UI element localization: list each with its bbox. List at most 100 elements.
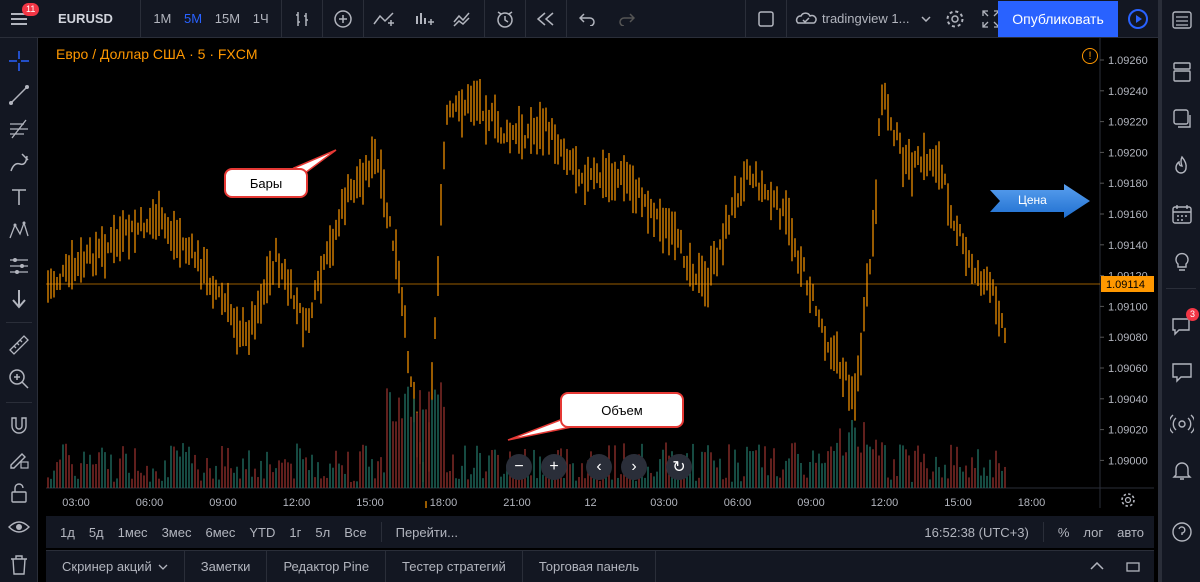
square-icon [758, 10, 774, 27]
chats-button[interactable]: 3 [1168, 308, 1200, 340]
data-window-button[interactable] [1168, 58, 1196, 86]
time-tick-label: 06:00 [724, 497, 752, 508]
play-button[interactable] [1120, 1, 1156, 37]
ideas-button[interactable] [1168, 246, 1196, 274]
interval-5m[interactable]: 5М [184, 11, 203, 26]
chat-icon [1172, 318, 1190, 336]
draw-mode-tool[interactable] [6, 446, 32, 472]
range-1y[interactable]: 1г [289, 524, 302, 540]
price-tick-label: 1.09200 [1108, 147, 1148, 159]
auto-scale-toggle[interactable]: авто [1117, 524, 1144, 540]
range-1m[interactable]: 1мес [117, 524, 148, 540]
tab-trading-panel[interactable]: Торговая панель [523, 550, 657, 582]
tab-screener[interactable]: Скринер акций [46, 550, 185, 582]
chart-legend: Евро / Доллар США · 5 · FXCM [56, 46, 258, 62]
crosshair-tool[interactable] [6, 48, 32, 74]
lock-tool[interactable] [6, 480, 32, 506]
tab-pine-editor[interactable]: Редактор Pine [267, 550, 387, 582]
log-scale-toggle[interactable]: лог [1083, 524, 1104, 540]
scroll-right-button[interactable]: › [621, 454, 647, 480]
financials-button[interactable] [404, 0, 444, 38]
callout-volume: Объем [560, 392, 684, 428]
object-tree-button[interactable] [1168, 104, 1196, 132]
chart-settings-icon[interactable] [1120, 492, 1136, 511]
warning-icon[interactable]: ! [1082, 48, 1098, 64]
alarm-clock-icon [497, 10, 513, 28]
text-icon [12, 189, 26, 205]
trendline-tool[interactable] [6, 82, 32, 108]
interval-15m[interactable]: 15М [214, 11, 241, 26]
chevron-down-icon [921, 15, 931, 22]
zoom-in-button[interactable]: + [541, 454, 567, 480]
prediction-tool[interactable] [6, 252, 32, 278]
layout-toggle-button[interactable] [746, 0, 786, 38]
zoom-out-button[interactable]: − [506, 454, 532, 480]
price-tick-label: 1.09020 [1108, 425, 1148, 437]
range-3m[interactable]: 3мес [161, 524, 192, 540]
delete-tool[interactable] [6, 552, 32, 578]
interval-1m[interactable]: 1М [153, 11, 172, 26]
maximize-panel-icon[interactable] [1126, 561, 1140, 572]
time-tick-label: 18:00 [430, 497, 458, 508]
templates-icon [453, 12, 470, 27]
chart-type-button[interactable] [282, 0, 322, 38]
help-button[interactable] [1168, 518, 1196, 546]
redo-button[interactable] [607, 0, 647, 38]
reset-chart-button[interactable]: ↻ [666, 454, 692, 480]
time-tick-label: 03:00 [650, 497, 678, 508]
chart-pane[interactable]: 1.09260 1.09240 1.09220 1.09200 1.09180 1.091… [46, 38, 1155, 512]
percent-scale-toggle[interactable]: % [1057, 524, 1070, 540]
compare-button[interactable] [323, 0, 363, 38]
range-5y[interactable]: 5л [315, 524, 331, 540]
arrow-tool[interactable] [6, 286, 32, 312]
arrow-down-icon [12, 290, 26, 309]
hotlists-button[interactable] [1168, 152, 1196, 180]
tab-strategy-tester[interactable]: Тестер стратегий [386, 550, 523, 582]
layout-name-dropdown[interactable]: tradingview 1... [787, 0, 937, 38]
range-6m[interactable]: 6мес [205, 524, 236, 540]
chevron-up-icon[interactable] [1090, 561, 1104, 570]
interval-selector: 1М 5М 15М 1Ч [141, 0, 281, 38]
range-1d[interactable]: 1д [60, 524, 75, 540]
range-all[interactable]: Все [344, 524, 367, 540]
settings-button[interactable] [937, 0, 973, 38]
alert-button[interactable] [485, 0, 525, 38]
brush-tool[interactable] [6, 150, 32, 176]
symbol-search[interactable]: EURUSD [58, 11, 113, 26]
calendar-button[interactable] [1168, 200, 1196, 228]
price-tick-label: 1.09140 [1108, 240, 1148, 252]
notifications-button[interactable] [1168, 456, 1196, 484]
messages-button[interactable] [1168, 358, 1196, 386]
prediction-icon [10, 258, 28, 274]
interval-1h[interactable]: 1Ч [252, 11, 269, 26]
tab-notes[interactable]: Заметки [185, 550, 268, 582]
pattern-tool[interactable] [6, 218, 32, 244]
streams-button[interactable] [1168, 410, 1196, 438]
zoom-tool[interactable] [6, 366, 32, 392]
replay-button[interactable] [526, 0, 566, 38]
range-5d[interactable]: 5д [88, 524, 104, 540]
financials-icon [416, 12, 434, 25]
pattern-icon [9, 220, 29, 239]
price-tick-label: 1.09060 [1108, 363, 1148, 375]
watchlist-button[interactable] [1168, 6, 1196, 34]
hide-drawings-tool[interactable] [6, 514, 32, 540]
text-tool[interactable] [6, 184, 32, 210]
price-tick-label: 1.09000 [1108, 455, 1148, 467]
flame-icon [1175, 155, 1187, 174]
clock[interactable]: 16:52:38 (UTC+3) [924, 524, 1029, 540]
undo-button[interactable] [567, 0, 607, 38]
templates-button[interactable] [444, 0, 484, 38]
layers-icon [1173, 109, 1191, 128]
scroll-left-button[interactable]: ‹ [586, 454, 612, 480]
ruler-tool[interactable] [6, 332, 32, 358]
time-tick-label: 21:00 [503, 497, 531, 508]
list-icon [1172, 11, 1192, 29]
magnet-tool[interactable] [6, 412, 32, 438]
range-ytd[interactable]: YTD [249, 524, 276, 540]
fib-tool[interactable] [6, 116, 32, 142]
publish-button[interactable]: Опубликовать [998, 1, 1118, 37]
goto-date-button[interactable]: Перейти... [395, 524, 458, 540]
menu-button[interactable]: 11 [0, 0, 40, 38]
indicators-button[interactable] [364, 0, 404, 38]
